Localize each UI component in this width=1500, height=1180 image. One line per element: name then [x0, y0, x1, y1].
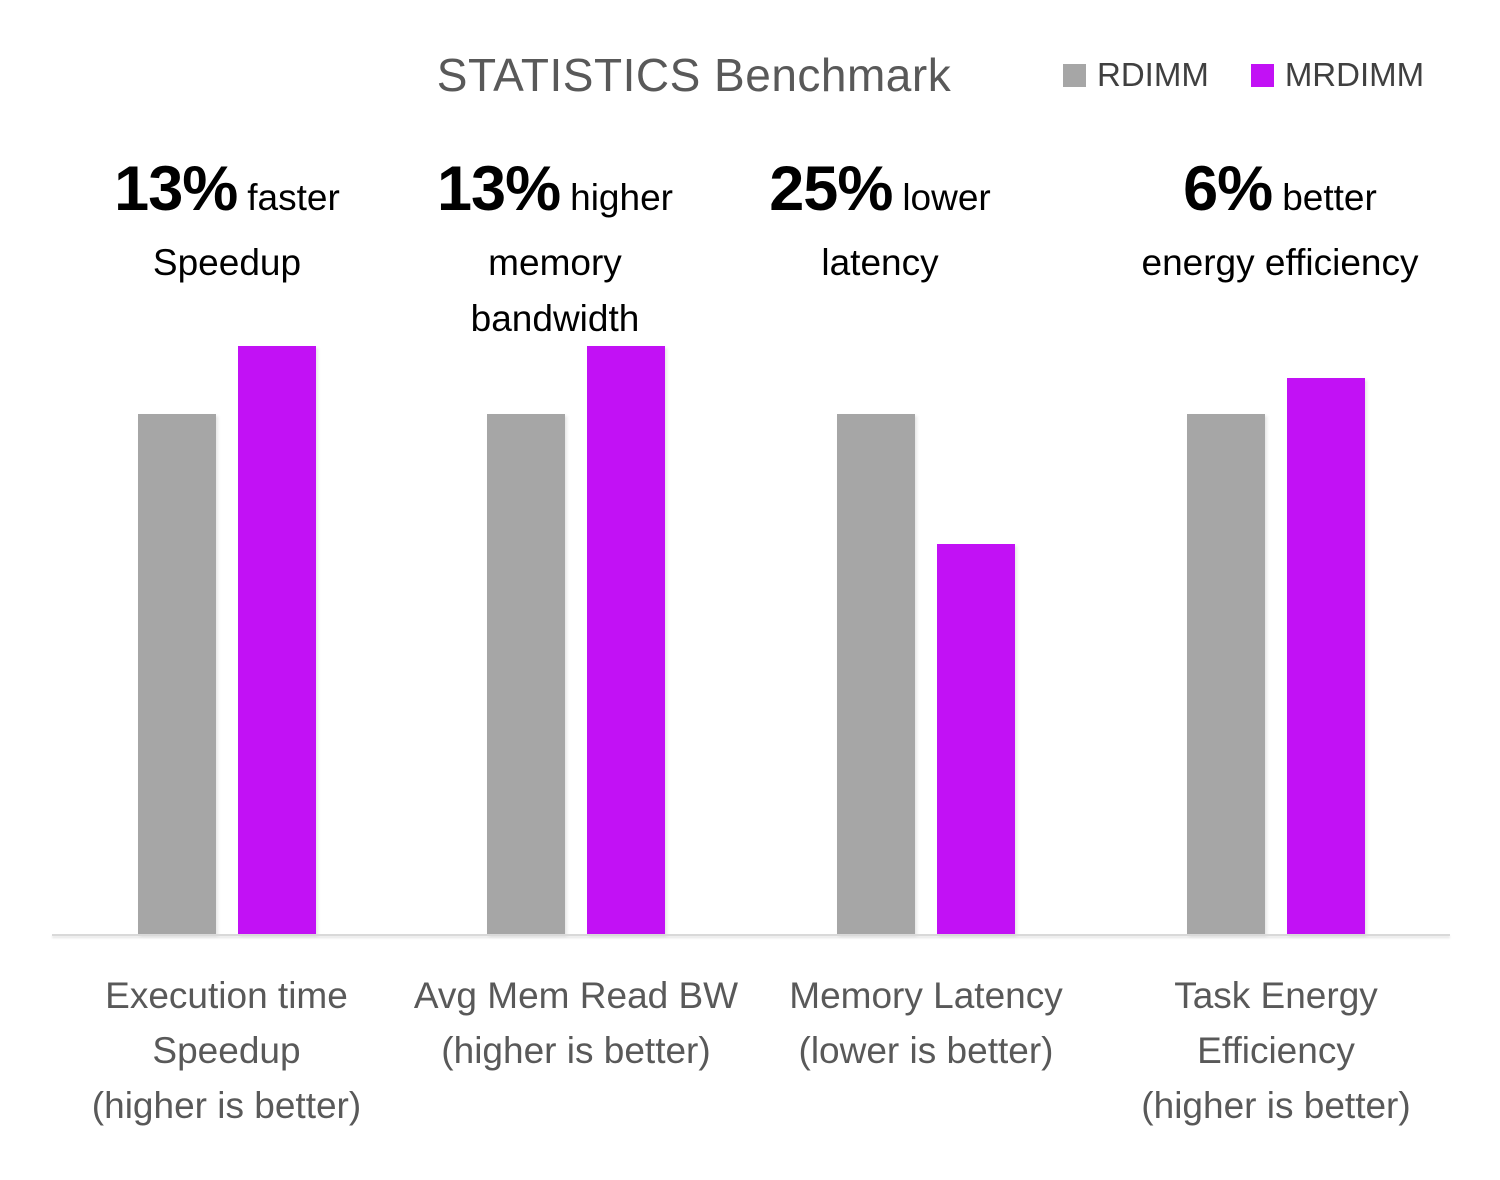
annotation-extra-line: energy efficiency [1141, 242, 1419, 283]
annotation-percent-value: 13% [437, 154, 561, 224]
category-label-line: (higher is better) [441, 1030, 711, 1071]
annotation-suffix: lower [902, 177, 991, 218]
annotation-group-3: 25% lower latency [769, 158, 991, 291]
category-label-line: Efficiency [1197, 1030, 1355, 1071]
annotation-headline: 13% faster [114, 158, 340, 221]
bar-mrdimm-group-1 [238, 346, 316, 934]
chart-title: STATISTICS Benchmark [436, 49, 952, 101]
annotation-percent-value: 6% [1183, 154, 1273, 224]
annotation-group-2: 13% higher memory bandwidth [437, 158, 673, 347]
annotation-extra-line: latency [821, 242, 939, 283]
chart-legend: RDIMM MRDIMM [1063, 56, 1424, 94]
annotation-suffix: higher [570, 177, 673, 218]
category-label-line: Avg Mem Read BW [413, 975, 739, 1016]
category-label-line: (lower is better) [798, 1030, 1054, 1071]
bar-rdimm-group-4 [1187, 414, 1265, 934]
annotation-extra-line: bandwidth [470, 298, 640, 339]
bar-mrdimm-group-4 [1287, 378, 1365, 934]
bar-mrdimm-group-2 [587, 346, 665, 934]
annotation-suffix: faster [247, 177, 340, 218]
annotation-group-4: 6% better energy efficiency [1142, 158, 1419, 291]
x-axis-line [52, 934, 1450, 936]
annotation-extra-line: memory [488, 242, 622, 283]
annotation-headline: 6% better [1142, 158, 1419, 221]
bar-rdimm-group-2 [487, 414, 565, 934]
annotation-suffix: better [1282, 177, 1377, 218]
category-label-line: Speedup [152, 1030, 301, 1071]
legend-label: RDIMM [1097, 56, 1209, 93]
annotation-group-1: 13% faster Speedup [114, 158, 340, 291]
category-label-group-4: Task Energy Efficiency (higher is better) [1141, 968, 1410, 1133]
category-label-group-2: Avg Mem Read BW (higher is better) [414, 968, 738, 1078]
legend-label: MRDIMM [1284, 56, 1425, 93]
legend-swatch-icon [1250, 63, 1274, 87]
category-label-group-1: Execution time Speedup (higher is better) [92, 968, 361, 1133]
annotation-percent-value: 25% [769, 154, 893, 224]
category-label-line: Task Energy [1174, 975, 1378, 1016]
category-label-line: Memory Latency [789, 975, 1063, 1016]
legend-swatch-icon [1063, 63, 1086, 87]
annotation-extra-line: Speedup [152, 242, 302, 283]
category-label-line: (higher is better) [1141, 1085, 1411, 1126]
annotation-headline: 13% higher [437, 158, 673, 221]
annotation-percent-value: 13% [114, 154, 238, 224]
category-label-line: Execution time [105, 975, 348, 1016]
annotation-headline: 25% lower [769, 158, 991, 221]
bar-rdimm-group-3 [837, 414, 915, 934]
category-label-line: (higher is better) [91, 1085, 362, 1126]
bar-mrdimm-group-3 [937, 544, 1015, 934]
legend-item-mrdimm: MRDIMM [1250, 56, 1425, 94]
legend-item-rdimm: RDIMM [1063, 56, 1209, 94]
category-label-group-3: Memory Latency (lower is better) [789, 968, 1063, 1078]
bar-rdimm-group-1 [138, 414, 216, 934]
